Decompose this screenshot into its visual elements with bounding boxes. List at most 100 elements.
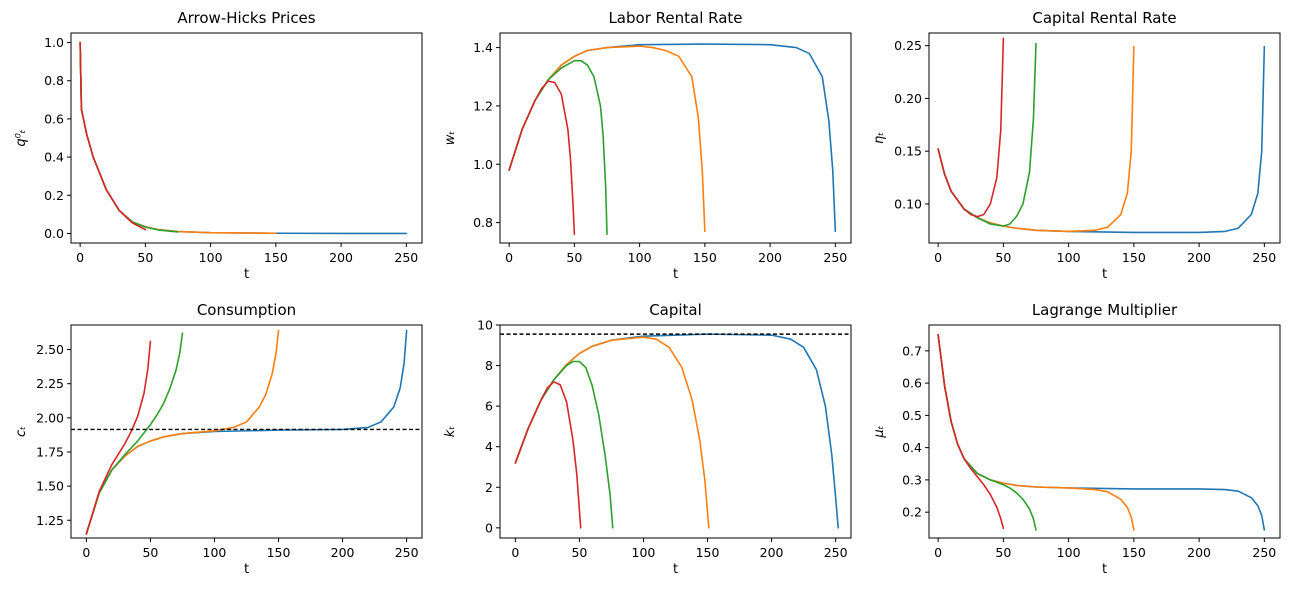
x-tick-label: 50 [995, 250, 1011, 265]
x-tick-label: 100 [628, 250, 652, 265]
axes-frame [499, 32, 852, 244]
x-tick-label: 250 [824, 545, 848, 560]
series-line-T150 [79, 41, 277, 235]
x-tick-label: 100 [1057, 250, 1081, 265]
x-tick-label: 200 [331, 545, 355, 560]
series-line-T50 [937, 333, 1005, 530]
y-tick-label: 0.6 [902, 376, 922, 391]
x-axis-label: t [673, 267, 678, 282]
x-tick-label: 0 [934, 545, 942, 560]
y-tick-label: 1.2 [473, 98, 493, 113]
series-line-T250 [508, 43, 837, 233]
axes-frame [928, 324, 1281, 539]
x-tick-label: 100 [632, 545, 656, 560]
subplot-1: Arrow-Hicks Prices 0 50 100 150 200 250 0.0 0.2 0… [14, 9, 423, 282]
x-tick-label: 50 [566, 250, 582, 265]
series-line-T75 [514, 360, 614, 529]
subplot-2: Labor Rental Rate 0 50 100 150 200 250 0.8 1.0 1.… [443, 9, 852, 282]
x-axis-label: t [673, 562, 678, 577]
series-line-T250 [937, 333, 1266, 531]
y-tick-label: 1.4 [473, 40, 493, 55]
y-tick-label: 2.25 [36, 376, 64, 391]
plot-area [937, 37, 1266, 234]
x-tick-label: 200 [1187, 545, 1211, 560]
y-tick-label: 1.50 [36, 479, 64, 494]
y-tick-label: 0.8 [44, 73, 64, 88]
plot-area [500, 333, 851, 529]
x-tick-label: 50 [137, 250, 153, 265]
axes-frame [70, 324, 423, 539]
x-axis-label: t [1102, 562, 1107, 577]
x-tick-label: 250 [394, 250, 418, 265]
y-axis-label: wₜ [443, 131, 458, 146]
y-tick-label: 1.75 [36, 444, 64, 459]
series-line-T150 [937, 333, 1135, 531]
plot-area [508, 43, 837, 236]
subplot-4: Consumption 0 50 100 150 200 250 1.25 1.50 1.75 2.… [14, 301, 423, 577]
y-tick-label: 0.2 [44, 188, 64, 203]
x-tick-label: 150 [1122, 250, 1146, 265]
y-tick-label: 0.0 [44, 226, 64, 241]
chart-title: Labor Rental Rate [608, 9, 742, 27]
y-axis-label: kₜ [443, 426, 458, 438]
y-tick-label: 8 [485, 358, 493, 373]
axes-frame [70, 32, 423, 244]
chart-title: Consumption [197, 301, 296, 319]
chart-title: Capital Rental Rate [1032, 9, 1176, 27]
series-line-T75 [937, 333, 1037, 531]
series-line-T75 [508, 59, 608, 236]
x-tick-label: 50 [571, 545, 587, 560]
x-tick-label: 200 [329, 250, 353, 265]
y-tick-label: 10 [477, 318, 493, 333]
x-axis-label: t [244, 267, 249, 282]
series-line-T50 [514, 380, 582, 529]
chart-title: Arrow-Hicks Prices [177, 9, 315, 27]
y-axis-label: q⁰ₜ [14, 129, 29, 146]
x-tick-label: 250 [395, 545, 419, 560]
y-tick-label: 0.15 [894, 144, 922, 159]
series-line-T150 [937, 45, 1135, 233]
x-tick-label: 100 [203, 545, 227, 560]
y-tick-label: 2.50 [36, 342, 64, 357]
y-tick-label: 0.4 [902, 440, 922, 455]
series-line-T250 [79, 41, 408, 235]
chart-title: Capital [649, 301, 702, 319]
y-tick-label: 0.10 [894, 196, 922, 211]
y-axis-label: ηₜ [872, 132, 887, 144]
axes-frame [499, 324, 852, 539]
y-tick-label: 0.6 [44, 111, 64, 126]
subplot-6: Lagrange Multiplier 0 50 100 150 200 250 0.2 0.3… [872, 301, 1281, 577]
y-tick-label: 0.25 [894, 38, 922, 53]
y-tick-label: 2.00 [36, 410, 64, 425]
x-axis-label: t [244, 562, 249, 577]
plot-area [71, 329, 422, 535]
axes-frame [928, 32, 1281, 244]
series-line-T50 [937, 37, 1005, 218]
x-tick-label: 0 [511, 545, 519, 560]
x-tick-label: 150 [264, 250, 288, 265]
series-line-T150 [514, 336, 710, 529]
y-tick-label: 0.4 [44, 150, 64, 165]
chart-title: Lagrange Multiplier [1032, 301, 1178, 319]
y-tick-label: 1.25 [36, 513, 64, 528]
series-line-T50 [85, 340, 152, 535]
y-tick-label: 1.0 [473, 157, 493, 172]
series-line-T250 [937, 45, 1266, 234]
y-tick-label: 6 [485, 399, 493, 414]
x-tick-label: 0 [934, 250, 942, 265]
series-line-T50 [508, 80, 576, 236]
y-tick-label: 0.2 [902, 505, 922, 520]
x-tick-label: 0 [82, 545, 90, 560]
x-tick-label: 250 [1252, 250, 1276, 265]
x-tick-label: 100 [1057, 545, 1081, 560]
series-line-T250 [85, 329, 408, 535]
x-tick-label: 0 [505, 250, 513, 265]
series-line-T75 [937, 42, 1037, 227]
y-tick-label: 4 [485, 439, 493, 454]
y-axis-label: μₜ [872, 425, 887, 438]
x-tick-label: 200 [1187, 250, 1211, 265]
y-tick-label: 2 [485, 480, 493, 495]
y-tick-label: 0 [485, 520, 493, 535]
x-tick-label: 150 [1122, 545, 1146, 560]
